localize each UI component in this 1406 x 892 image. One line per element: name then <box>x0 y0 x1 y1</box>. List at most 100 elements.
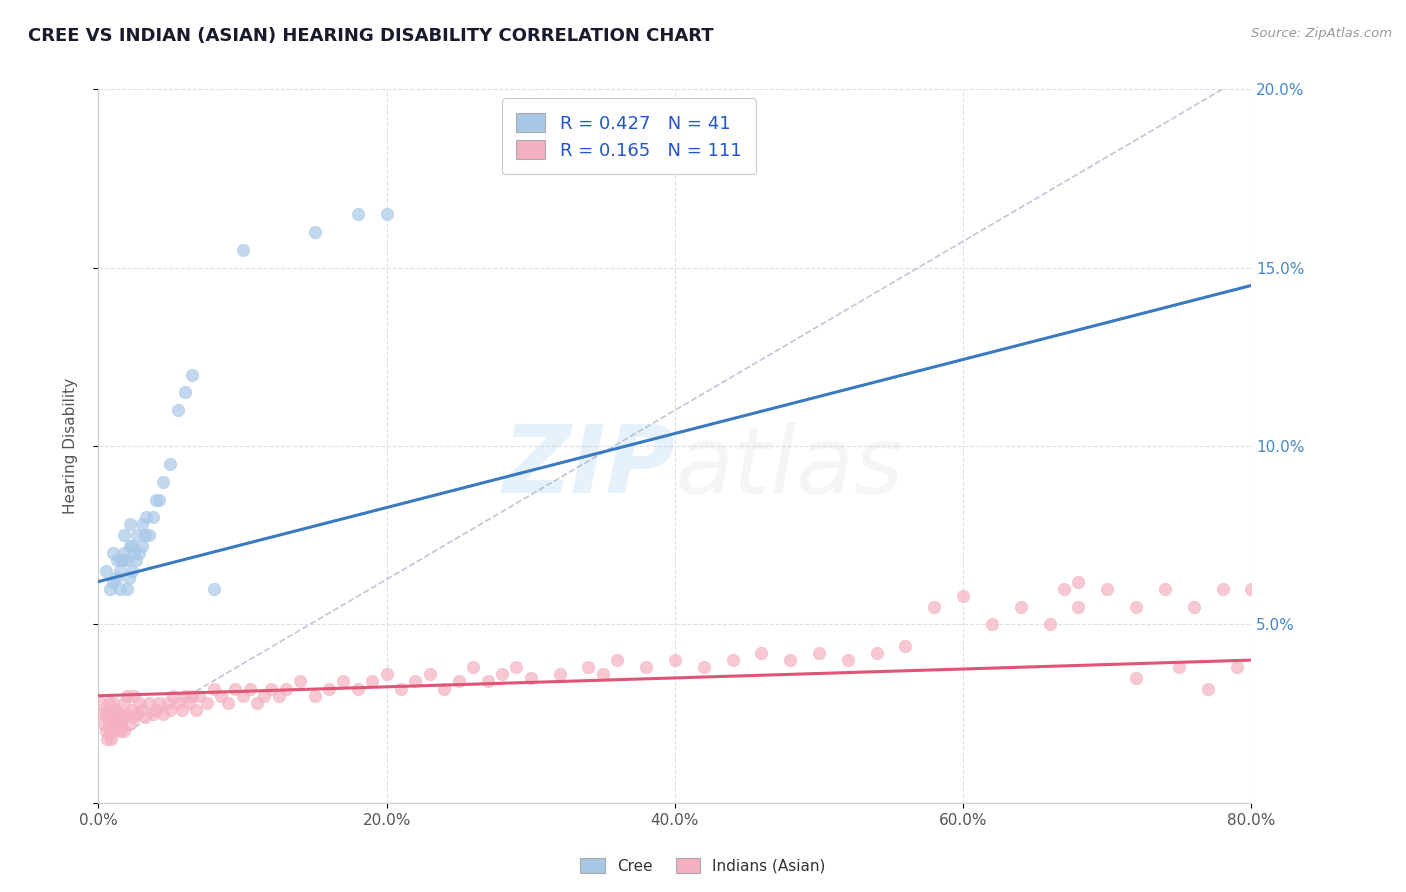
Point <box>433 681 456 696</box>
Point <box>94 706 117 721</box>
Point <box>120 717 142 731</box>
Point <box>110 717 132 731</box>
Point <box>389 681 412 696</box>
Point <box>134 710 156 724</box>
Point <box>461 660 484 674</box>
Point <box>174 385 197 400</box>
Point <box>1125 599 1147 614</box>
Text: CREE VS INDIAN (ASIAN) HEARING DISABILITY CORRELATION CHART: CREE VS INDIAN (ASIAN) HEARING DISABILIT… <box>28 27 714 45</box>
Point <box>447 674 470 689</box>
Point <box>101 574 124 589</box>
Point <box>520 671 543 685</box>
Point <box>148 696 170 710</box>
Point <box>94 724 117 739</box>
Point <box>166 403 188 417</box>
Point <box>170 703 193 717</box>
Point <box>246 696 269 710</box>
Point <box>98 582 121 596</box>
Text: Source: ZipAtlas.com: Source: ZipAtlas.com <box>1251 27 1392 40</box>
Point <box>636 660 658 674</box>
Point <box>209 689 232 703</box>
Point <box>1254 689 1277 703</box>
Point <box>592 667 614 681</box>
Point <box>127 528 149 542</box>
Point <box>1010 599 1032 614</box>
Point <box>186 703 208 717</box>
Legend: Cree, Indians (Asian): Cree, Indians (Asian) <box>574 852 832 880</box>
Point <box>100 731 122 746</box>
Point <box>135 510 157 524</box>
Point <box>332 674 354 689</box>
Point <box>217 696 239 710</box>
Point <box>145 492 167 507</box>
Point <box>107 717 129 731</box>
Point <box>807 646 830 660</box>
Point <box>104 717 127 731</box>
Point <box>239 681 262 696</box>
Point <box>128 696 150 710</box>
Point <box>1067 599 1090 614</box>
Point <box>981 617 1004 632</box>
Point <box>152 475 174 489</box>
Point <box>181 368 204 382</box>
Point <box>121 539 143 553</box>
Point <box>108 582 131 596</box>
Point <box>134 528 156 542</box>
Point <box>117 689 139 703</box>
Point <box>148 492 170 507</box>
Point <box>105 706 128 721</box>
Point <box>97 696 120 710</box>
Point <box>664 653 686 667</box>
Point <box>111 710 134 724</box>
Point <box>952 589 974 603</box>
Point <box>124 546 146 560</box>
Text: atlas: atlas <box>675 422 903 513</box>
Point <box>104 571 127 585</box>
Point <box>105 553 128 567</box>
Point <box>304 689 326 703</box>
Point <box>375 667 398 681</box>
Point <box>721 653 744 667</box>
Point <box>1125 671 1147 685</box>
Point <box>267 689 290 703</box>
Point <box>142 510 165 524</box>
Point <box>346 681 368 696</box>
Point <box>131 517 153 532</box>
Point <box>361 674 384 689</box>
Point <box>188 689 211 703</box>
Legend: R = 0.427   N = 41, R = 0.165   N = 111: R = 0.427 N = 41, R = 0.165 N = 111 <box>502 98 755 174</box>
Point <box>93 717 115 731</box>
Point <box>837 653 859 667</box>
Point <box>142 706 165 721</box>
Point <box>606 653 628 667</box>
Point <box>202 681 225 696</box>
Point <box>108 724 131 739</box>
Point <box>1197 681 1219 696</box>
Point <box>120 539 142 553</box>
Point <box>117 553 139 567</box>
Point <box>117 706 139 721</box>
Point <box>274 681 297 696</box>
Point <box>260 681 283 696</box>
Text: ZIP: ZIP <box>502 421 675 514</box>
Point <box>152 706 174 721</box>
Point <box>118 571 141 585</box>
Point <box>127 706 149 721</box>
Point <box>419 667 441 681</box>
Point <box>110 553 132 567</box>
Point <box>253 689 276 703</box>
Point <box>894 639 917 653</box>
Point <box>112 546 135 560</box>
Point <box>120 517 142 532</box>
Point <box>159 703 181 717</box>
Point <box>125 553 148 567</box>
Point <box>922 599 945 614</box>
Point <box>505 660 527 674</box>
Point <box>121 703 143 717</box>
Point <box>138 696 160 710</box>
Point <box>145 703 167 717</box>
Point <box>224 681 246 696</box>
Point <box>112 724 135 739</box>
Point <box>290 674 312 689</box>
Point <box>112 528 135 542</box>
